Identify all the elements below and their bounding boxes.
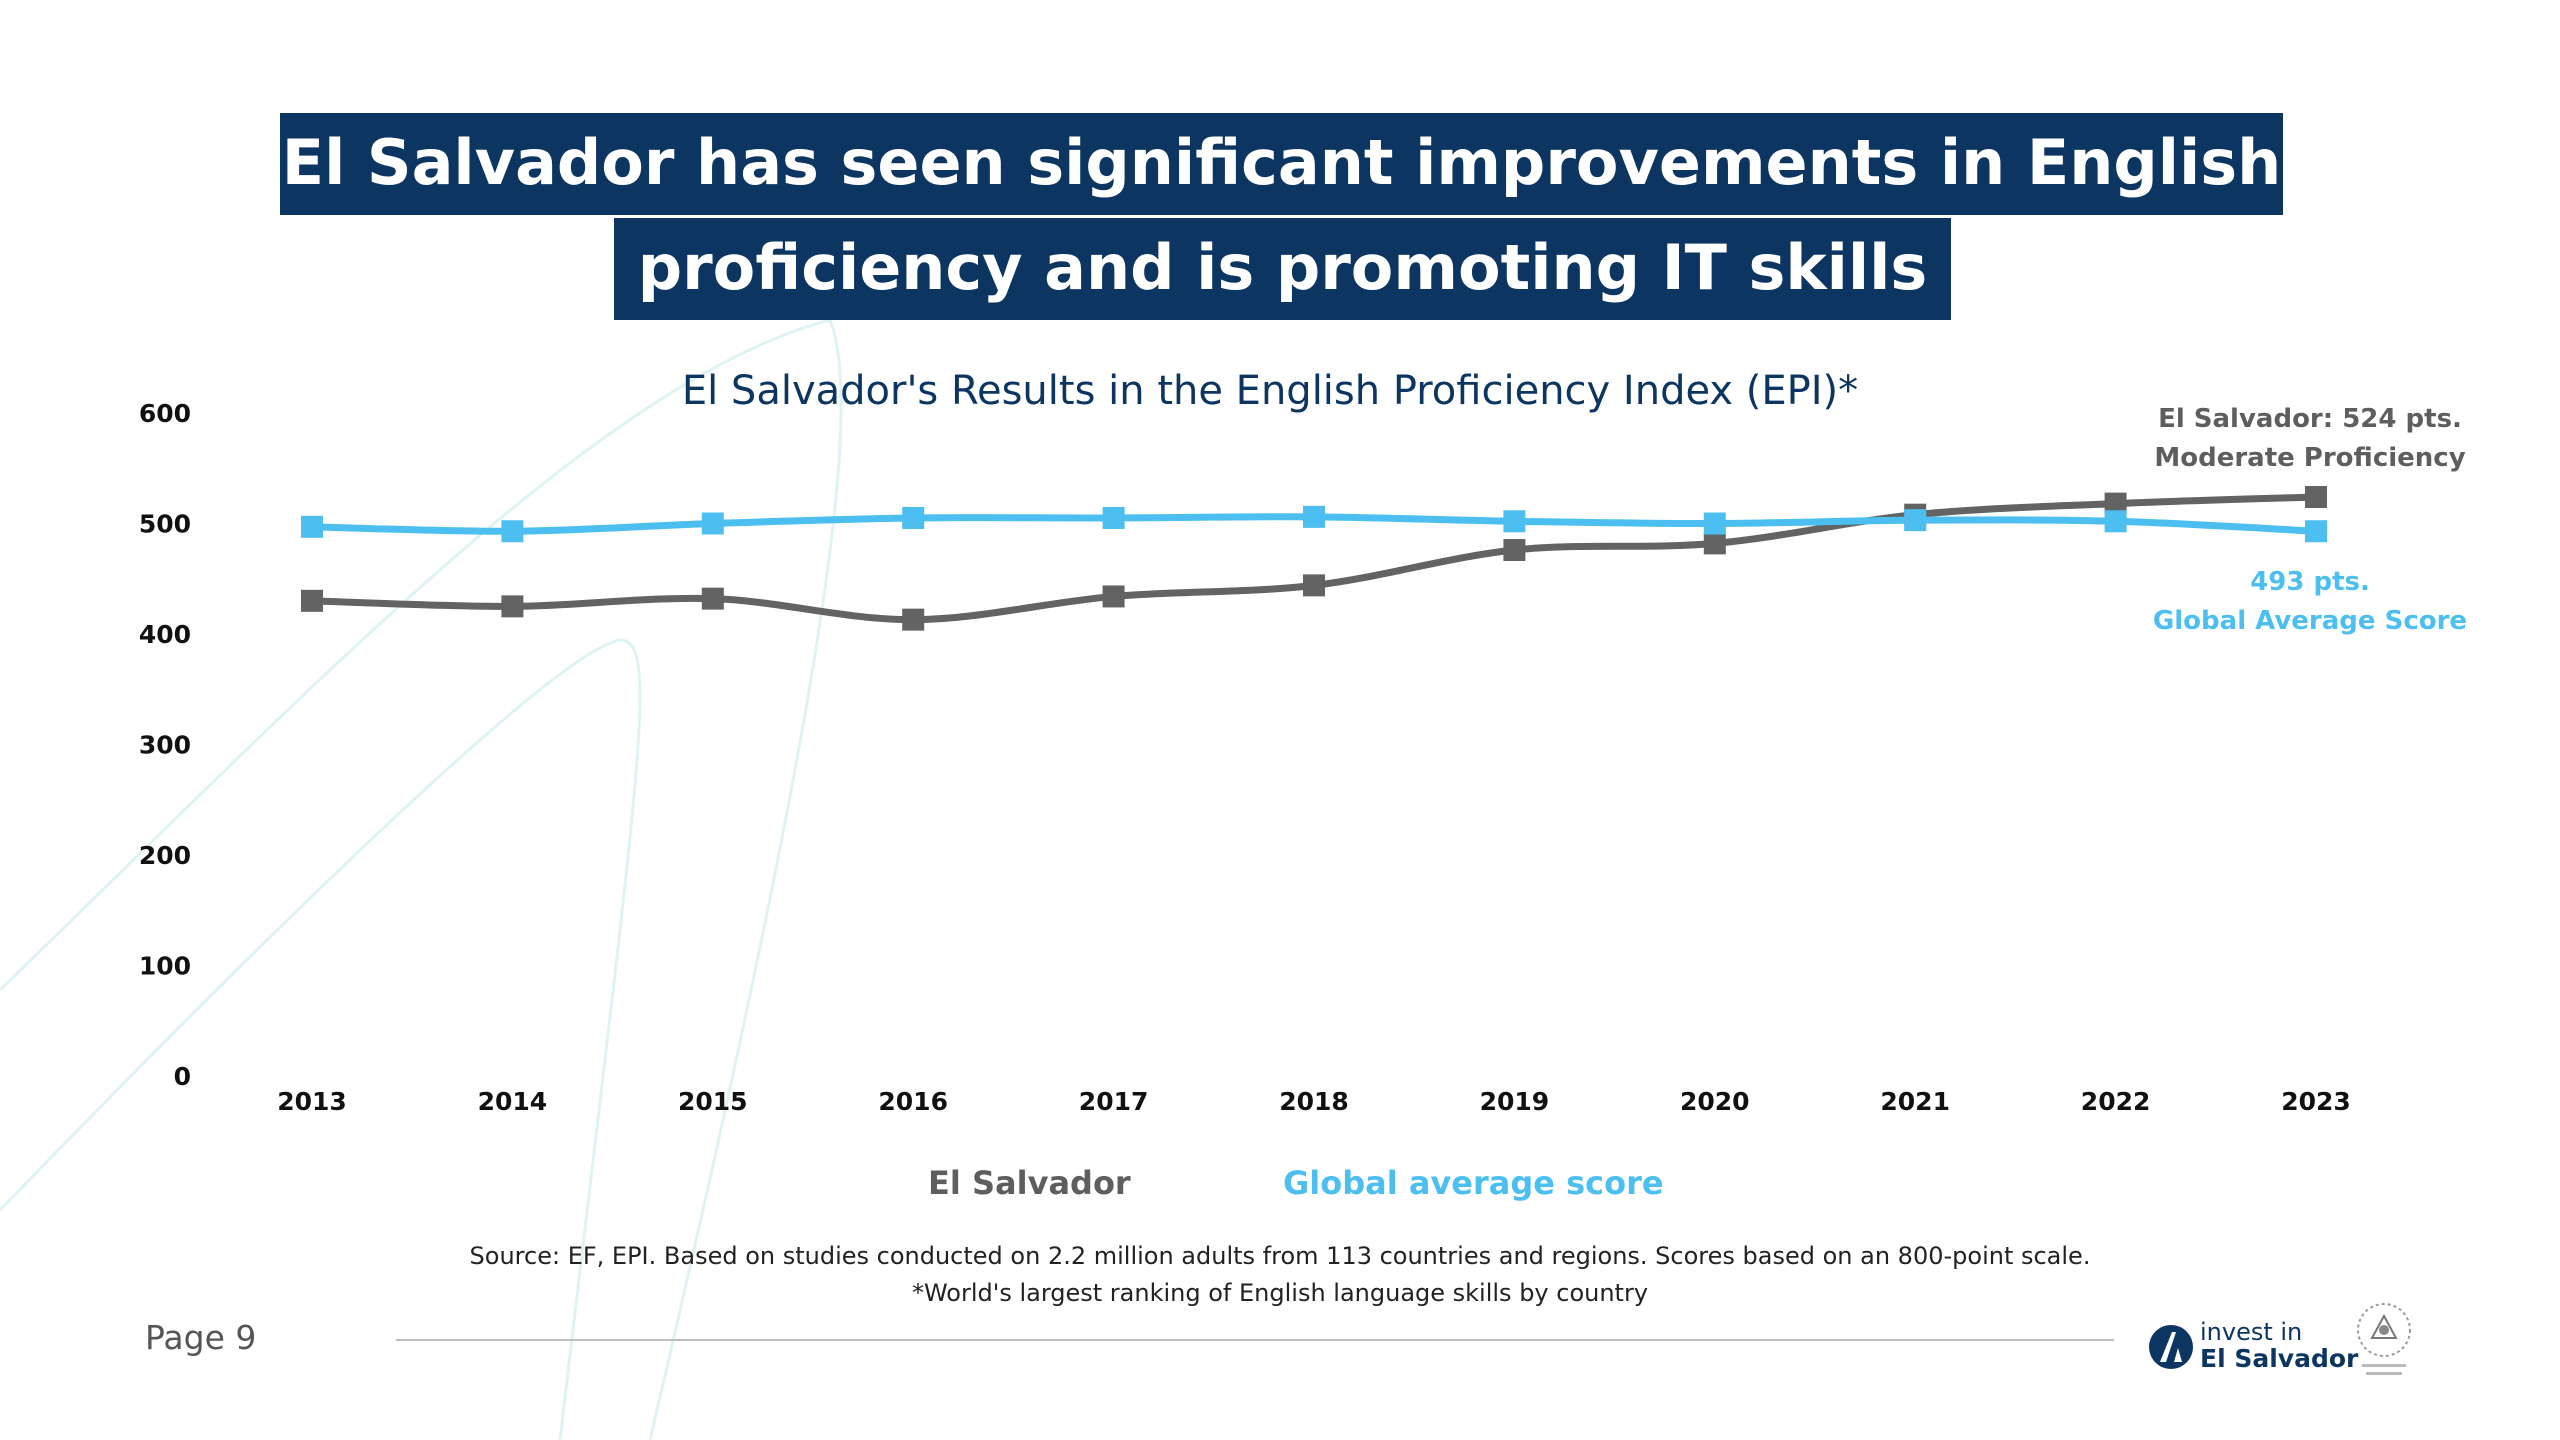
data-point-marker	[2305, 485, 2327, 508]
global-average-annotation: 493 pts. Global Average Score	[2130, 563, 2490, 641]
x-tick-label: 2019	[1480, 1087, 1550, 1116]
y-tick-label: 400	[139, 620, 191, 649]
chart-title: El Salvador's Results in the English Pro…	[681, 368, 1859, 414]
data-point-marker	[501, 595, 524, 618]
data-point-marker	[2104, 510, 2127, 533]
x-tick-label: 2022	[2081, 1087, 2151, 1116]
data-point-marker	[902, 608, 925, 631]
data-point-marker	[301, 515, 323, 538]
series-layer	[301, 485, 2327, 631]
brand-text-line-2: El Salvador	[2200, 1344, 2359, 1373]
data-point-marker	[1303, 574, 1325, 597]
data-point-marker	[701, 512, 724, 535]
data-point-marker	[902, 506, 925, 529]
y-tick-label: 500	[139, 510, 191, 539]
x-tick-label: 2021	[1880, 1087, 1950, 1116]
data-point-marker	[1102, 506, 1125, 529]
source-note: Source: EF, EPI. Based on studies conduc…	[469, 1242, 2091, 1270]
el-salvador-annotation-level: Moderate Proficiency	[2154, 443, 2466, 473]
x-tick-label: 2023	[2281, 1087, 2351, 1116]
x-tick-label: 2014	[478, 1087, 548, 1116]
y-tick-label: 200	[139, 841, 191, 870]
global-annotation-score: 493 pts.	[2250, 567, 2370, 597]
x-tick-label: 2013	[277, 1087, 347, 1116]
data-point-marker	[1503, 539, 1526, 562]
global-annotation-label: Global Average Score	[2152, 606, 2468, 636]
data-point-marker	[1904, 509, 1927, 532]
x-tick-label: 2017	[1079, 1087, 1149, 1116]
government-seal-icon	[2357, 1303, 2411, 1375]
page-number: Page 9	[145, 1318, 257, 1357]
y-tick-label: 300	[139, 731, 191, 760]
y-tick-label: 100	[139, 952, 191, 981]
data-point-marker	[501, 520, 524, 543]
x-tick-label: 2018	[1279, 1087, 1349, 1116]
legend-global-average: Global average score	[1283, 1164, 1664, 1202]
x-axis-ticks: 2013 2014 2015 2016 2017 2018 2019 2020 2021 2022…	[277, 1087, 2351, 1116]
data-point-marker	[2305, 520, 2327, 543]
el-salvador-annotation: El Salvador: 524 pts. Moderate Proficien…	[2130, 400, 2490, 478]
page-title-line-1: El Salvador has seen significant improve…	[280, 113, 2283, 215]
y-axis-ticks: 0 100 200 300 400 500 600	[139, 399, 191, 1091]
y-tick-label: 0	[174, 1062, 191, 1091]
brand-logo: invest in El Salvador	[2148, 1318, 2358, 1378]
footer-divider	[396, 1339, 2114, 1341]
series-global-average-score	[301, 505, 2327, 543]
x-tick-label: 2015	[678, 1087, 748, 1116]
invest-in-el-salvador-logo-icon	[2149, 1325, 2193, 1369]
data-point-marker	[701, 587, 724, 610]
y-tick-label: 600	[139, 399, 191, 428]
legend-el-salvador: El Salvador	[928, 1164, 1131, 1202]
data-point-marker	[1303, 505, 1325, 528]
data-point-marker	[1703, 512, 1726, 535]
data-point-marker	[1503, 510, 1526, 533]
data-point-marker	[301, 589, 323, 612]
page-title-line-2: proficiency and is promoting IT skills	[614, 218, 1951, 320]
data-point-marker	[1102, 585, 1125, 608]
footnote: *World's largest ranking of English lang…	[911, 1279, 1649, 1307]
data-point-marker	[2104, 492, 2127, 515]
data-point-marker	[1703, 532, 1726, 555]
x-tick-label: 2016	[878, 1087, 948, 1116]
brand-text-line-1: invest in	[2200, 1318, 2303, 1346]
series-el-salvador	[301, 485, 2327, 631]
x-tick-label: 2020	[1680, 1087, 1750, 1116]
el-salvador-annotation-score: El Salvador: 524 pts.	[2158, 404, 2462, 434]
